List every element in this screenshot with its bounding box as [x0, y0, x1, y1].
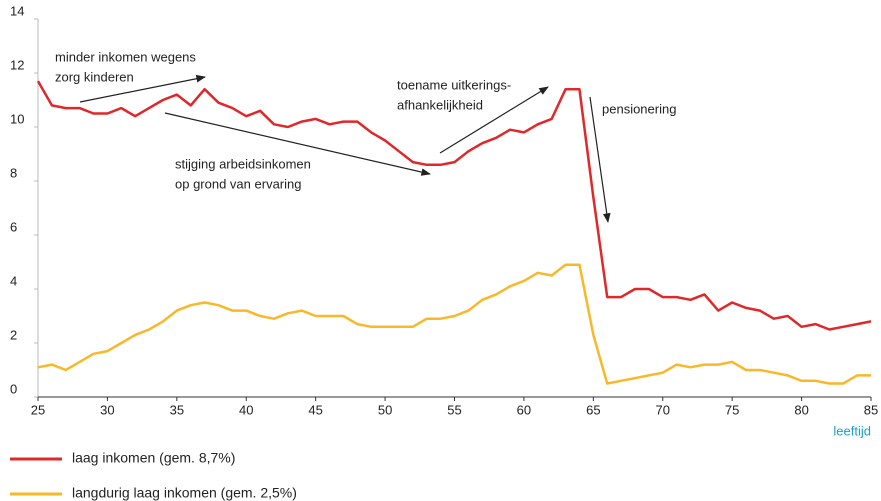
x-tick-label: 65 — [586, 402, 600, 417]
annotation: op grond van ervaring — [175, 176, 301, 191]
x-tick-label: 70 — [656, 402, 670, 417]
y-tick-label: 6 — [10, 219, 17, 234]
x-tick-label: 45 — [308, 402, 322, 417]
x-tick-label: 75 — [725, 402, 739, 417]
annotation: minder inkomen wegens — [55, 49, 196, 64]
y-tick-label: 10 — [10, 111, 24, 126]
annotation-arrow — [439, 86, 549, 154]
annotation: pensionering — [602, 101, 676, 116]
annotation: toename uitkerings- — [397, 77, 511, 92]
legend-label: langdurig laag inkomen (gem. 2,5%) — [72, 485, 297, 501]
annotation: stijging arbeidsinkomen — [175, 156, 311, 171]
y-tick-label: 12 — [10, 57, 24, 72]
x-tick-label: 50 — [378, 402, 392, 417]
x-axis-label: leeftijd — [833, 423, 871, 438]
annotation-arrow — [79, 74, 206, 103]
series-line — [37, 263, 871, 385]
annotation: afhankelijkheid — [397, 97, 483, 112]
y-tick-label: 4 — [10, 273, 17, 288]
y-tick-label: 0 — [10, 381, 17, 396]
annotation-arrow — [589, 96, 611, 223]
y-tick-label: 8 — [10, 165, 17, 180]
y-tick-label: 14 — [10, 3, 24, 18]
y-tick-label: 2 — [10, 327, 17, 342]
x-tick-label: 80 — [794, 402, 808, 417]
x-tick-label: 85 — [864, 402, 878, 417]
x-tick-label: 35 — [170, 402, 184, 417]
annotation: zorg kinderen — [55, 69, 134, 84]
x-tick-label: 40 — [239, 402, 253, 417]
x-tick-label: 25 — [31, 402, 45, 417]
annotation-arrow — [164, 112, 431, 176]
legend-label: laag inkomen (gem. 8,7%) — [72, 450, 235, 466]
x-tick-label: 55 — [447, 402, 461, 417]
series-line — [36, 80, 872, 331]
x-tick-label: 60 — [517, 402, 531, 417]
x-tick-label: 30 — [100, 402, 114, 417]
